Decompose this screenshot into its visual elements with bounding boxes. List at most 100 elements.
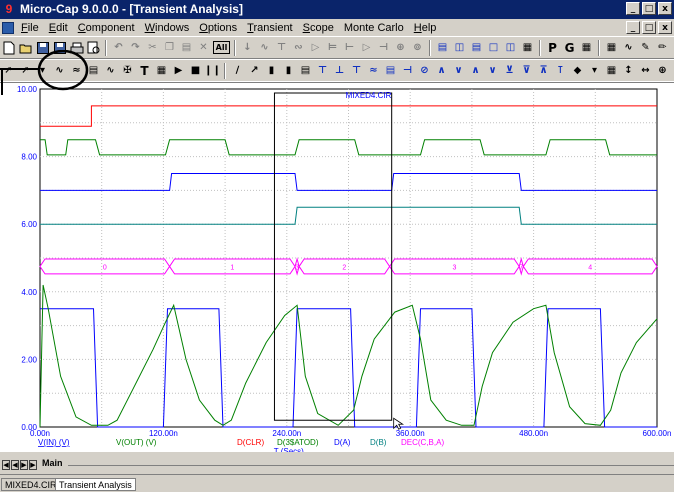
peak-icon[interactable]: ⊤ xyxy=(317,65,328,76)
global-low-icon[interactable]: ∧ xyxy=(471,65,480,76)
pause-icon[interactable]: ❙❙ xyxy=(204,65,221,76)
window-layout-2-icon[interactable]: ◫ xyxy=(454,42,465,53)
menu-edit[interactable]: Edit xyxy=(48,21,68,34)
prev-page-icon[interactable]: ◀ xyxy=(11,460,19,470)
low-icon[interactable]: ≈ xyxy=(369,65,378,76)
resistor-icon[interactable]: ∿ xyxy=(260,42,269,53)
ground-icon[interactable]: ↓ xyxy=(243,42,252,53)
cross-icon[interactable]: ⊘ xyxy=(420,65,429,76)
graphics-tool-icon[interactable]: ▦ xyxy=(156,65,167,76)
delete-icon[interactable]: ✕ xyxy=(199,42,208,53)
redo-icon[interactable]: ↷ xyxy=(131,42,140,53)
x-axis-icon[interactable]: ↔ xyxy=(641,65,650,76)
zoom-selection-box[interactable] xyxy=(273,92,393,421)
app-icon[interactable]: 9 xyxy=(5,2,13,16)
legend-entry[interactable]: V(OUT) (V) xyxy=(116,438,157,447)
next-page-icon[interactable]: ▶ xyxy=(20,460,28,470)
inductor-icon[interactable]: ∾ xyxy=(294,42,303,53)
legend-entry[interactable]: D(CLR) xyxy=(237,438,264,447)
menu-monte-carlo[interactable]: Monte Carlo xyxy=(343,21,404,34)
maximize-button[interactable]: □ xyxy=(642,2,656,15)
cut-icon[interactable]: ✂ xyxy=(148,42,157,53)
copy-icon[interactable]: ❐ xyxy=(165,42,174,53)
high-icon[interactable]: ⊤ xyxy=(351,65,362,76)
menu-windows[interactable]: Windows xyxy=(144,21,190,34)
window-layout-4-icon[interactable]: □ xyxy=(488,42,499,53)
inflection-icon[interactable]: ▤ xyxy=(385,65,396,76)
prev-simulation-icon[interactable]: ⊼ xyxy=(539,65,548,76)
window-layout-3-icon[interactable]: ▤ xyxy=(471,42,482,53)
component-browser-icon[interactable]: ▦ xyxy=(606,42,617,53)
diamond-tool-icon[interactable]: ▮ xyxy=(285,65,292,76)
first-page-icon[interactable]: ◀ xyxy=(2,460,10,470)
probe-p-button[interactable]: P xyxy=(548,40,557,55)
opamp-icon[interactable]: ▷ xyxy=(362,42,371,53)
rectangle-tool-icon[interactable]: ▮ xyxy=(268,65,275,76)
top-icon[interactable]: ∨ xyxy=(488,65,497,76)
probe-icon[interactable]: ⊚ xyxy=(413,42,422,53)
valley-icon[interactable]: ⊥ xyxy=(334,65,345,76)
next-event-icon[interactable]: ⊺ xyxy=(557,65,564,76)
select-all-button[interactable]: All xyxy=(213,41,230,54)
open-folder-icon[interactable] xyxy=(18,40,33,55)
tab-main[interactable]: Main xyxy=(42,458,63,468)
tokens-icon[interactable]: ∿ xyxy=(106,65,115,76)
minimize-button[interactable]: _ xyxy=(626,2,640,15)
document-icon[interactable] xyxy=(2,21,14,34)
run-icon[interactable]: ▶ xyxy=(174,65,183,76)
line-tool-icon[interactable]: ∕ xyxy=(235,65,240,76)
paint-brush-icon[interactable]: ✎ xyxy=(641,42,650,53)
grid-settings-icon[interactable]: ▦ xyxy=(581,42,592,53)
last-page-icon[interactable]: ▶ xyxy=(29,460,37,470)
menu-component[interactable]: Component xyxy=(77,21,135,34)
tab-mixed4-cir[interactable]: MIXED4.CIR xyxy=(1,478,61,491)
probe-g-button[interactable]: G xyxy=(564,40,575,55)
npn-icon[interactable]: ⊢ xyxy=(344,42,355,53)
stop-icon[interactable]: ■ xyxy=(190,65,201,76)
dropdown-arrow-icon[interactable]: ▾ xyxy=(39,65,46,76)
zoom-in-icon[interactable]: ⊕ xyxy=(658,65,667,76)
bottom-icon[interactable]: ⊻ xyxy=(505,65,514,76)
next-simulation-icon[interactable]: ⊽ xyxy=(522,65,531,76)
legend-entry[interactable]: D(A) xyxy=(334,438,351,447)
print-icon[interactable] xyxy=(69,40,84,55)
y-axis-icon[interactable]: ↕ xyxy=(624,65,633,76)
save-icon[interactable] xyxy=(35,40,50,55)
global-high-icon[interactable]: ∨ xyxy=(454,65,463,76)
peak-valley-icon[interactable]: ∧ xyxy=(437,65,446,76)
menu-file[interactable]: File xyxy=(21,21,39,34)
menu-scope[interactable]: Scope xyxy=(302,21,334,34)
select-mode-icon[interactable]: ➚ xyxy=(4,65,13,76)
waveform-icon[interactable]: ∿ xyxy=(624,42,633,53)
scale-icon[interactable]: ∿ xyxy=(55,65,64,76)
legend-entry[interactable]: V(IN) (V) xyxy=(38,438,70,447)
paste-icon[interactable]: ▤ xyxy=(181,42,192,53)
dropdown-arrow-icon[interactable]: ▾ xyxy=(591,65,598,76)
legend-entry[interactable]: DEC(C,B,A) xyxy=(401,438,444,447)
wire-mode-icon[interactable]: ➚ xyxy=(21,65,30,76)
new-file-icon[interactable] xyxy=(1,40,16,55)
legend-entry[interactable]: D(3$ATOD) xyxy=(277,438,319,447)
source-icon[interactable]: ⊕ xyxy=(396,42,405,53)
switch-icon[interactable]: ⊣ xyxy=(378,42,389,53)
calculator-icon[interactable]: ▦ xyxy=(522,42,533,53)
grid-icon[interactable]: ▦ xyxy=(606,65,617,76)
doc-close-button[interactable]: x xyxy=(658,21,672,34)
menu-transient[interactable]: Transient xyxy=(247,21,293,34)
capacitor-icon[interactable]: ⊤ xyxy=(276,42,287,53)
transient-plot[interactable]: MIXED4.CIR 10.00 8.00 6.00 4.00 2.00 0.000.00n… xyxy=(0,83,674,456)
data-points-icon[interactable]: ▤ xyxy=(88,65,99,76)
pencil-icon[interactable]: ✏ xyxy=(658,42,667,53)
doc-minimize-button[interactable]: _ xyxy=(626,21,640,34)
print-preview-icon[interactable] xyxy=(86,40,101,55)
close-button[interactable]: x xyxy=(658,2,672,15)
arrow-tool-icon[interactable]: ↗ xyxy=(250,65,259,76)
waveform-toggle-icon[interactable]: ≈ xyxy=(72,65,81,76)
diode-icon[interactable]: ▷ xyxy=(311,42,320,53)
save-all-icon[interactable] xyxy=(52,40,67,55)
text-tool-button[interactable]: T xyxy=(140,63,149,78)
battery-icon[interactable]: ⊨ xyxy=(327,42,338,53)
doc-restore-button[interactable]: □ xyxy=(642,21,656,34)
undo-icon[interactable]: ↶ xyxy=(114,42,123,53)
tab-transient-analysis[interactable]: Transient Analysis xyxy=(55,478,136,491)
